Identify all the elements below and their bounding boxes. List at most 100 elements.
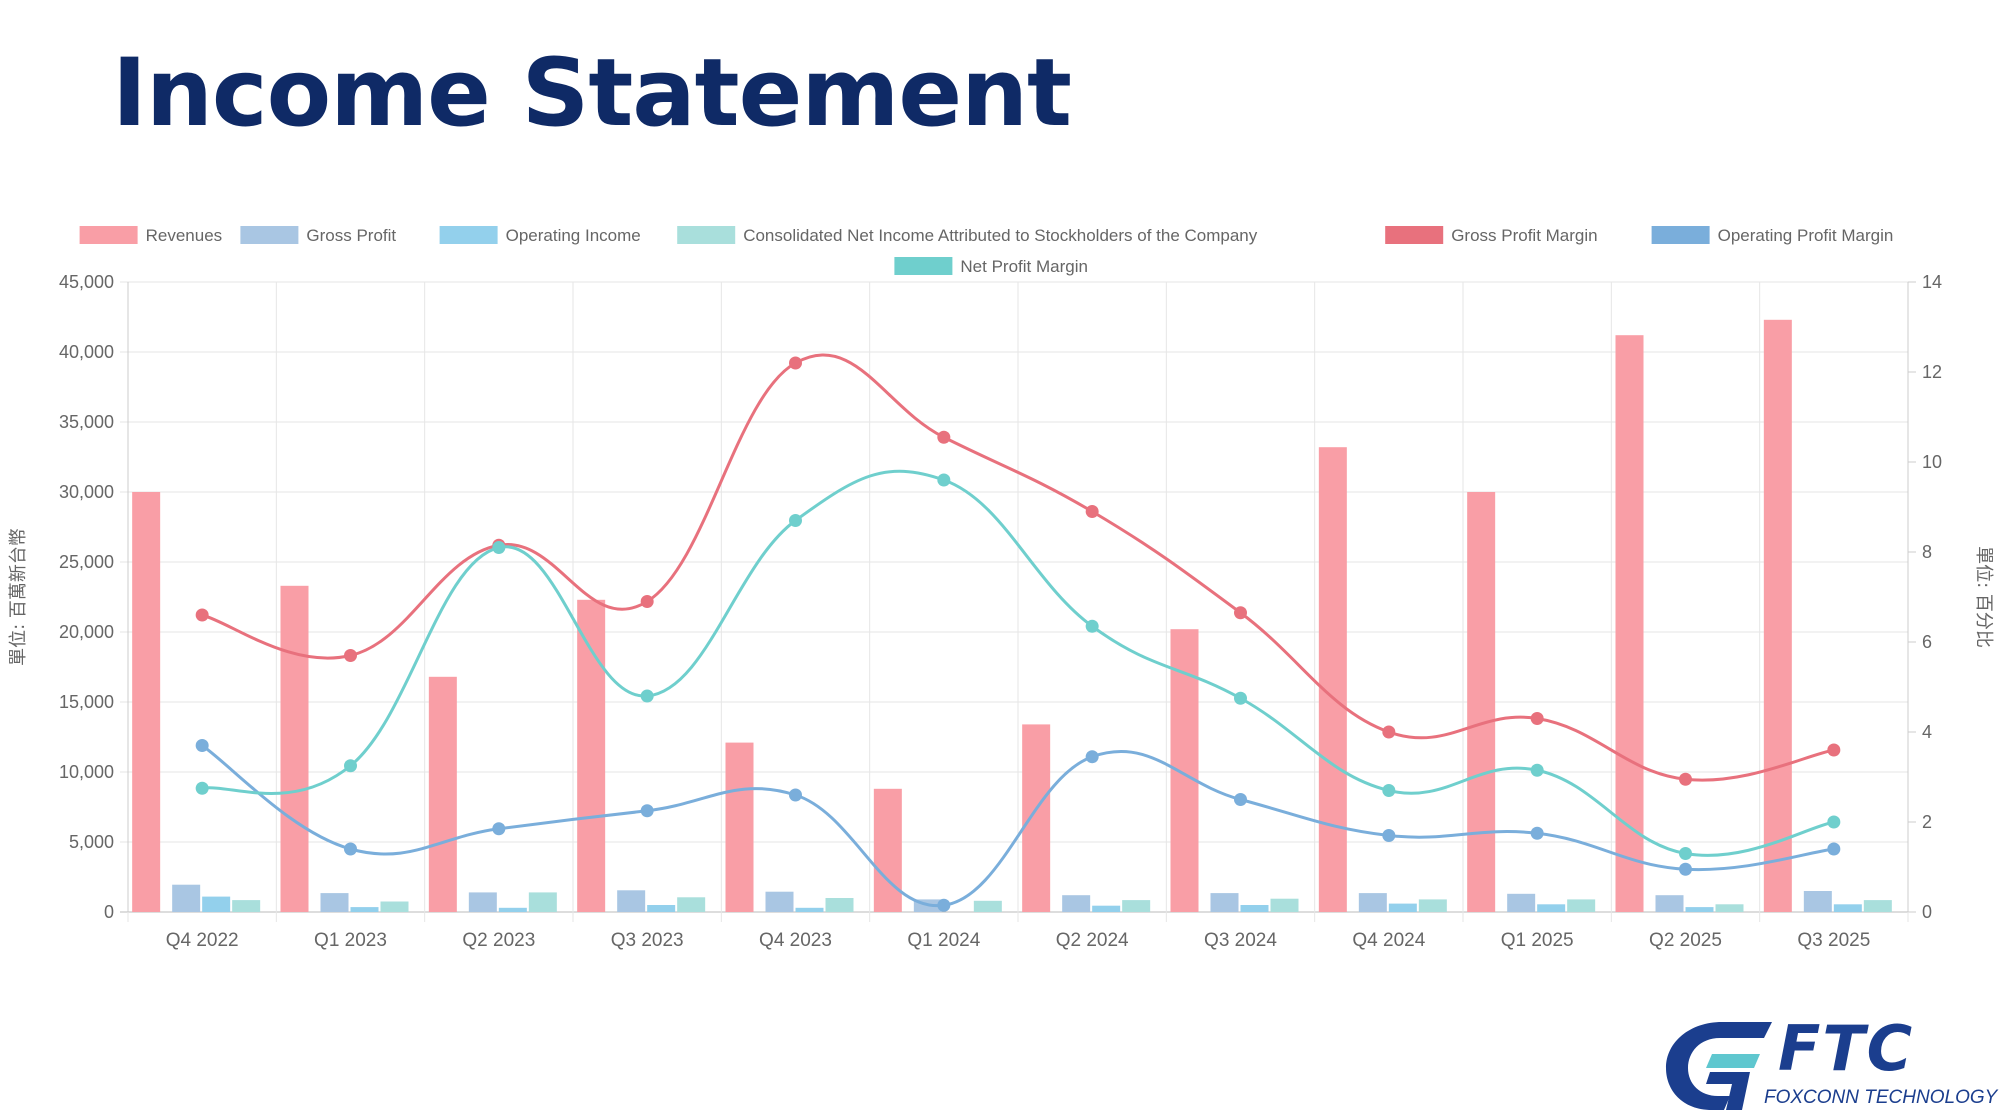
bar-2 <box>1834 904 1862 912</box>
legend-swatch <box>894 257 952 275</box>
logo-text: FTC <box>1778 1018 1914 1080</box>
logo-subtext: FOXCONN TECHNOLOGY CORP. <box>1764 1087 2000 1109</box>
bar-0 <box>281 586 309 912</box>
legend-label: Revenues <box>146 226 223 245</box>
y2-axis-title: 單位: 百分比 <box>1973 546 1994 648</box>
line-point-0 <box>937 431 950 444</box>
line-point-2 <box>1679 847 1692 860</box>
legend-swatch <box>80 226 138 244</box>
legend-swatch <box>677 226 735 244</box>
bar-1 <box>766 892 794 912</box>
line-point-1 <box>492 822 505 835</box>
x-tick-label: Q2 2024 <box>1056 930 1129 951</box>
bar-1 <box>1507 894 1535 912</box>
line-point-0 <box>1234 606 1247 619</box>
bar-0 <box>874 789 902 912</box>
line-point-0 <box>196 609 209 622</box>
bar-2 <box>1241 905 1269 912</box>
line-point-2 <box>1234 692 1247 705</box>
x-tick-label: Q4 2023 <box>759 930 832 951</box>
line-point-2 <box>196 782 209 795</box>
bar-0 <box>429 677 457 912</box>
y2-tick-label: 6 <box>1922 632 1932 652</box>
bar-3 <box>381 902 409 913</box>
line-point-1 <box>196 739 209 752</box>
x-tick-label: Q3 2025 <box>1797 930 1870 951</box>
bar-2 <box>202 897 230 912</box>
bar-1 <box>321 893 349 912</box>
y-tick-label: 10,000 <box>59 762 114 782</box>
bar-3 <box>677 897 705 912</box>
y-tick-label: 40,000 <box>59 342 114 362</box>
line-point-2 <box>1827 816 1840 829</box>
line-point-2 <box>1531 764 1544 777</box>
bar-0 <box>1319 447 1347 912</box>
bar-2 <box>796 908 824 912</box>
line-point-0 <box>1382 726 1395 739</box>
line-point-1 <box>1531 827 1544 840</box>
x-tick-label: Q2 2023 <box>462 930 535 951</box>
bar-3 <box>1567 899 1595 912</box>
bar-0 <box>1467 492 1495 912</box>
x-tick-label: Q4 2024 <box>1352 930 1425 951</box>
x-tick-label: Q1 2025 <box>1501 930 1574 951</box>
line-point-0 <box>344 649 357 662</box>
bar-2 <box>499 908 527 912</box>
line-point-1 <box>1382 829 1395 842</box>
y-tick-label: 35,000 <box>59 412 114 432</box>
bar-1 <box>172 885 200 912</box>
line-point-0 <box>1679 773 1692 786</box>
x-tick-label: Q1 2023 <box>314 930 387 951</box>
line-point-2 <box>492 541 505 554</box>
line-point-1 <box>1679 863 1692 876</box>
company-logo: FTC FOXCONN TECHNOLOGY CORP. <box>1660 1018 1990 1118</box>
line-point-1 <box>789 789 802 802</box>
y-tick-label: 0 <box>104 902 114 922</box>
bar-0 <box>577 600 605 912</box>
legend-label: Gross Profit Margin <box>1451 226 1597 245</box>
y2-tick-label: 12 <box>1922 362 1942 382</box>
y-tick-label: 25,000 <box>59 552 114 572</box>
x-tick-label: Q4 2022 <box>166 930 239 951</box>
y2-tick-label: 10 <box>1922 452 1942 472</box>
x-tick-label: Q2 2025 <box>1649 930 1722 951</box>
bar-2 <box>647 905 675 912</box>
line-point-2 <box>1086 620 1099 633</box>
legend-swatch <box>440 226 498 244</box>
legend-label: Operating Income <box>506 226 641 245</box>
bar-3 <box>974 901 1002 912</box>
bar-2 <box>1092 906 1120 912</box>
bar-0 <box>1764 320 1792 912</box>
line-point-2 <box>344 759 357 772</box>
line-point-1 <box>641 804 654 817</box>
line-point-0 <box>1827 744 1840 757</box>
ftc-logo-icon <box>1660 1018 1775 1113</box>
line-point-0 <box>1086 505 1099 518</box>
x-tick-label: Q1 2024 <box>907 930 980 951</box>
y2-tick-label: 2 <box>1922 812 1932 832</box>
y2-tick-label: 0 <box>1922 902 1932 922</box>
x-tick-label: Q3 2023 <box>611 930 684 951</box>
legend-swatch <box>1385 226 1443 244</box>
y-tick-label: 30,000 <box>59 482 114 502</box>
line-point-1 <box>1827 843 1840 856</box>
bar-3 <box>1419 899 1447 912</box>
bar-3 <box>529 892 557 912</box>
y-axis-title: 單位: 百萬新台幣 <box>8 528 29 666</box>
legend-swatch <box>240 226 298 244</box>
bar-1 <box>1359 893 1387 912</box>
y-tick-label: 15,000 <box>59 692 114 712</box>
y2-tick-label: 4 <box>1922 722 1932 742</box>
bar-3 <box>826 898 854 912</box>
legend-label: Net Profit Margin <box>960 257 1088 276</box>
bar-1 <box>1656 895 1684 912</box>
bar-0 <box>1022 724 1050 912</box>
bar-1 <box>1804 891 1832 912</box>
bar-1 <box>1062 895 1090 912</box>
bar-0 <box>132 492 160 912</box>
bar-2 <box>351 907 379 912</box>
legend-label: Gross Profit <box>306 226 396 245</box>
line-point-2 <box>641 690 654 703</box>
line-point-2 <box>789 514 802 527</box>
